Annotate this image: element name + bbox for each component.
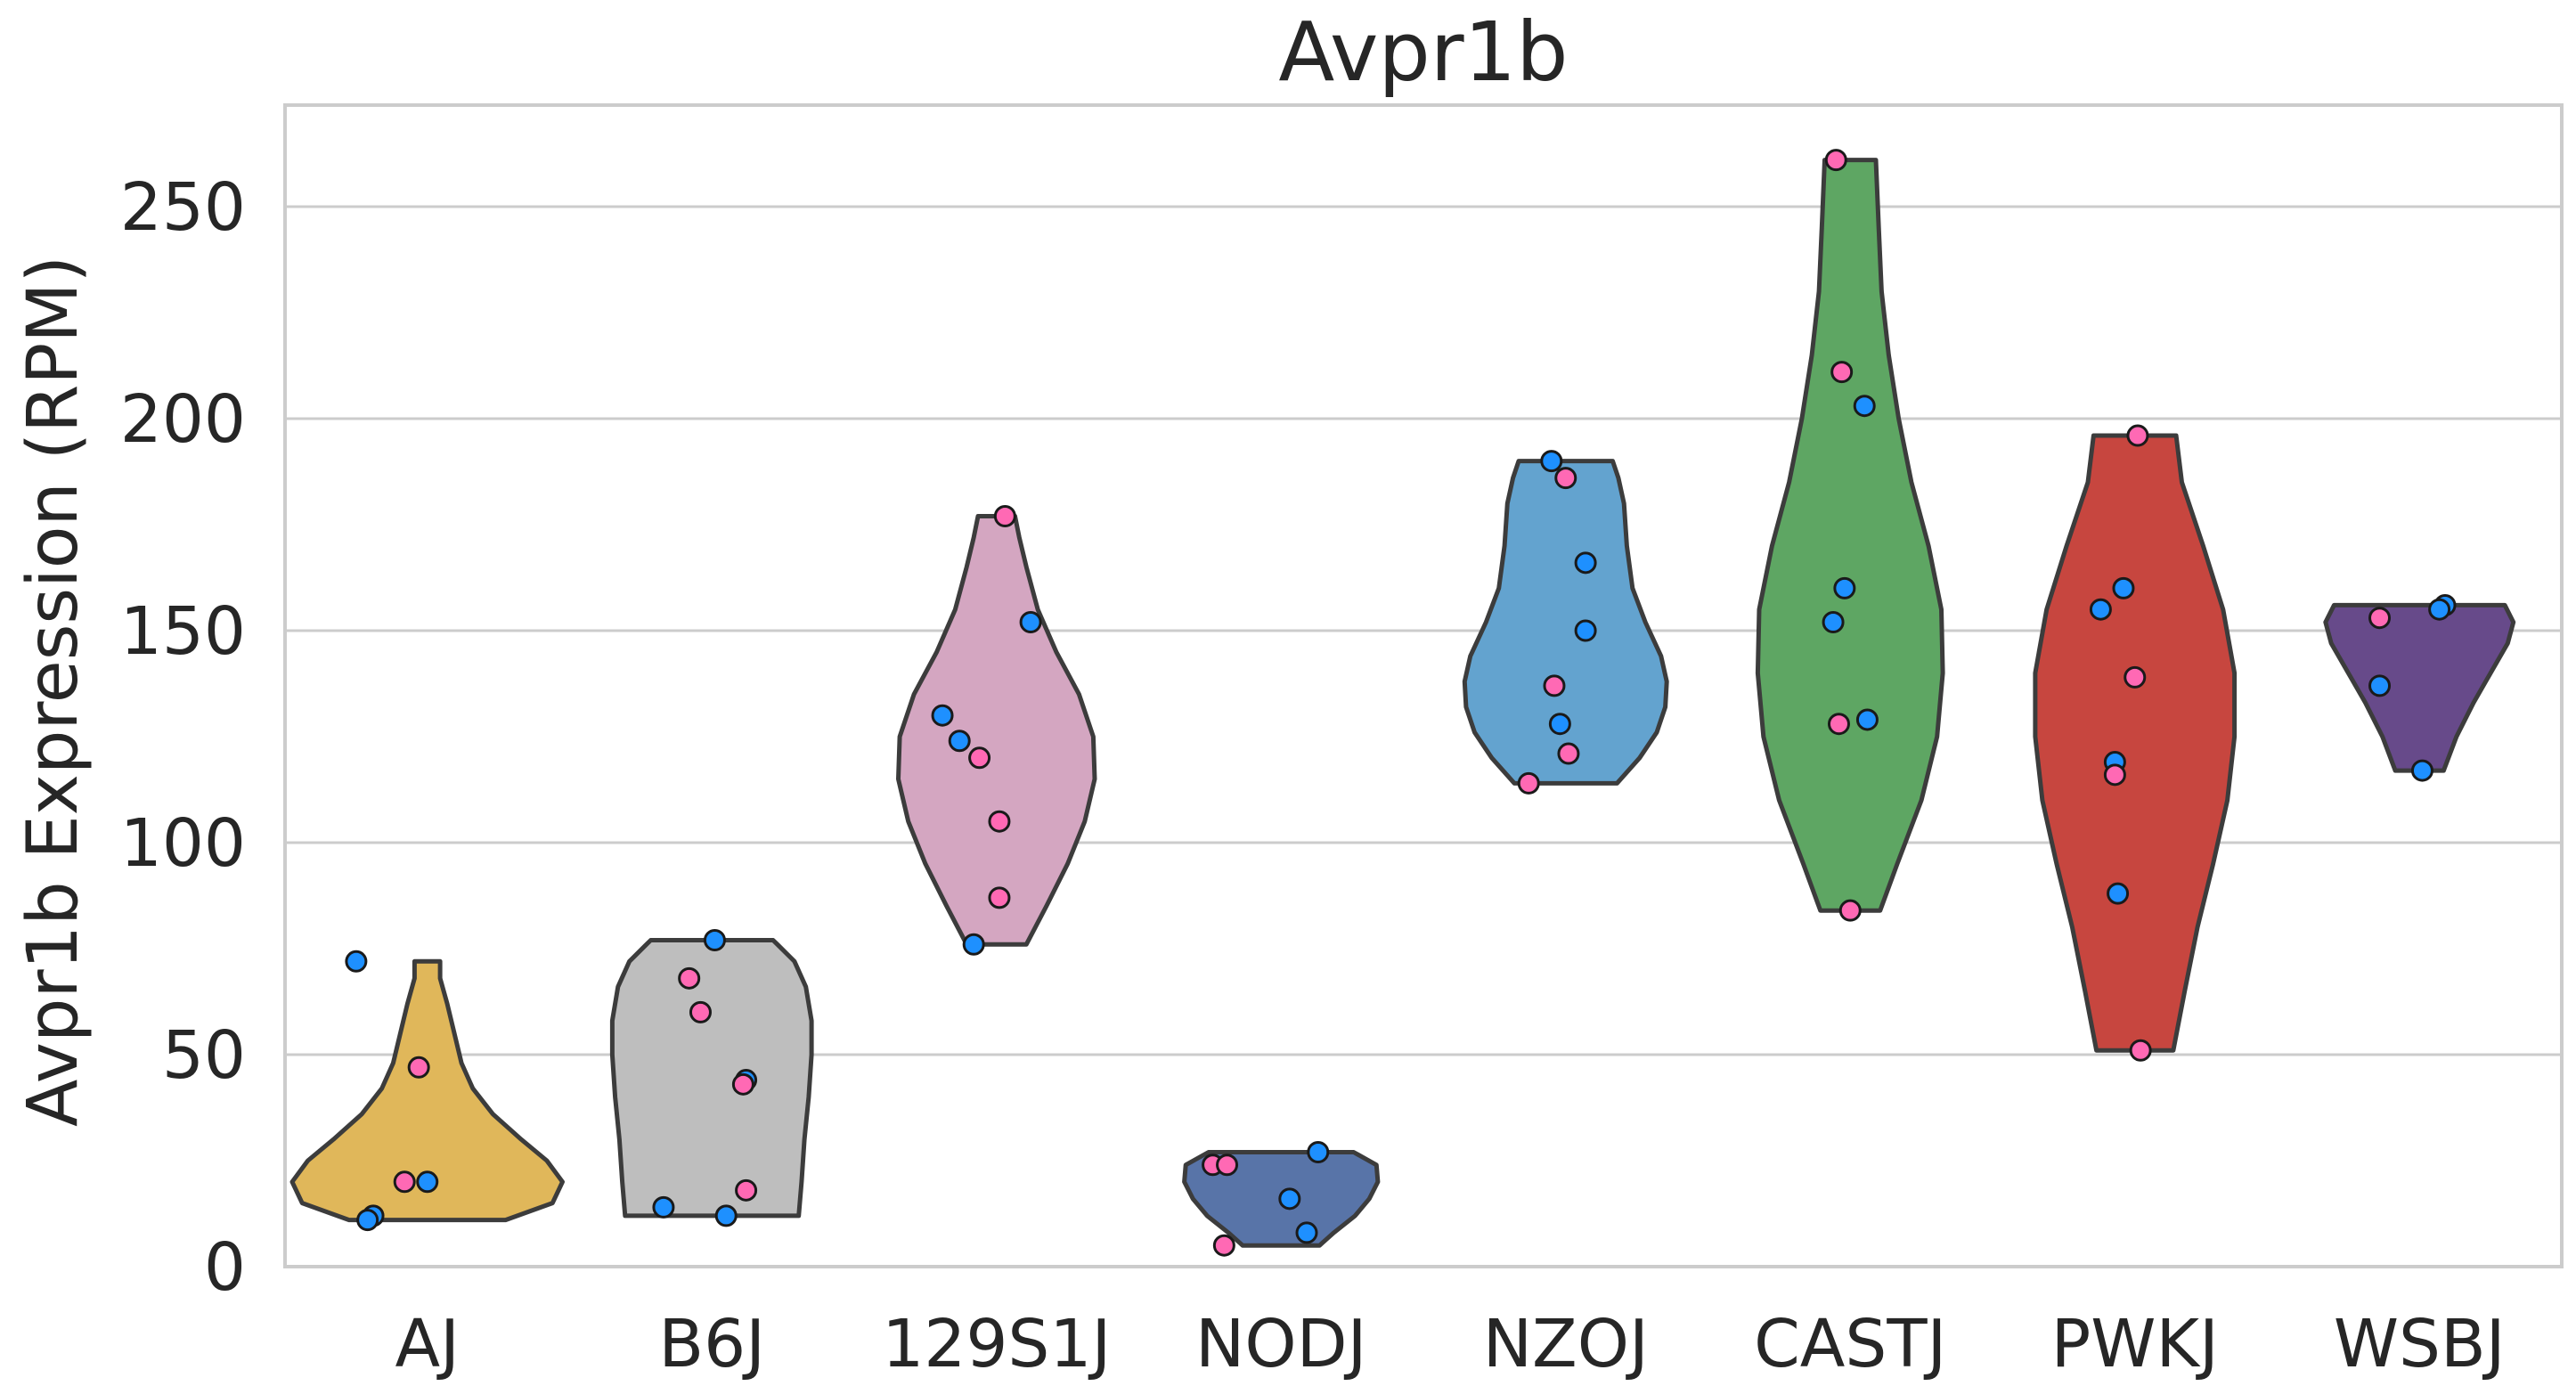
point-nzoj-8 — [1517, 771, 1540, 795]
x-tick-labels: AJ B6J 129S1J NODJ NZOJ CASTJ PWKJ WSBJ — [395, 1306, 2506, 1382]
point-b6j-5 — [731, 1072, 754, 1096]
chart-title: Avpr1b — [1278, 4, 1568, 100]
point-129s1j-1 — [993, 504, 1016, 527]
point-b6j-3 — [689, 1000, 712, 1023]
point-wsbj-5 — [2410, 759, 2433, 782]
point-nodj-5 — [1295, 1221, 1318, 1244]
point-nzoj-7 — [1557, 742, 1580, 765]
violin-nzoj — [1462, 459, 1669, 786]
point-nodj-1 — [1307, 1140, 1330, 1163]
y-tick-label-0: 0 — [204, 1229, 246, 1306]
y-tick-label-250: 250 — [120, 169, 246, 246]
point-castj-1 — [1824, 149, 1847, 172]
point-aj-6 — [356, 1209, 379, 1232]
x-tick-label-nzoj: NZOJ — [1483, 1306, 1649, 1382]
point-nzoj-4 — [1574, 619, 1597, 642]
violin-castj — [1755, 158, 1945, 913]
point-nodj-4 — [1278, 1187, 1301, 1211]
point-pwkj-8 — [2129, 1039, 2152, 1062]
violin-wsbj — [2323, 602, 2516, 773]
point-wsbj-4 — [2368, 674, 2392, 697]
point-129s1j-8 — [962, 933, 985, 956]
data-points — [345, 149, 2457, 1257]
point-b6j-6 — [735, 1178, 758, 1202]
x-tick-label-129s1j: 129S1J — [882, 1306, 1111, 1382]
point-129s1j-7 — [988, 886, 1011, 909]
point-castj-3 — [1853, 395, 1876, 418]
y-axis-label: Avpr1b Expression (RPM) — [13, 256, 94, 1127]
x-tick-label-aj: AJ — [395, 1306, 460, 1382]
point-aj-3 — [393, 1170, 416, 1194]
point-129s1j-3 — [931, 704, 954, 727]
violin-129s1j — [896, 514, 1097, 947]
point-nzoj-3 — [1574, 551, 1597, 575]
point-nzoj-1 — [1540, 450, 1563, 473]
y-tick-label-150: 150 — [120, 593, 246, 670]
point-castj-7 — [1827, 713, 1850, 736]
point-pwkj-1 — [2126, 424, 2149, 447]
y-tick-label-200: 200 — [120, 381, 246, 458]
point-pwkj-7 — [2107, 882, 2130, 905]
point-b6j-1 — [703, 928, 726, 951]
x-tick-label-b6j: B6J — [658, 1306, 765, 1382]
point-b6j-2 — [678, 966, 701, 990]
point-aj-1 — [345, 950, 368, 973]
violin-b6j — [609, 938, 814, 1219]
point-129s1j-5 — [968, 746, 991, 770]
point-castj-5 — [1822, 610, 1845, 633]
point-castj-6 — [1855, 708, 1879, 731]
point-b6j-8 — [714, 1204, 738, 1227]
point-nodj-6 — [1212, 1234, 1235, 1257]
violins — [289, 158, 2516, 1248]
y-tick-label-50: 50 — [162, 1017, 246, 1094]
point-nzoj-5 — [1543, 674, 1566, 697]
violin-pwkj — [2033, 433, 2238, 1053]
violin-aj — [289, 958, 565, 1223]
plot-frame — [283, 103, 2564, 1268]
point-nzoj-2 — [1554, 467, 1577, 490]
point-pwkj-4 — [2124, 665, 2147, 689]
point-pwkj-3 — [2089, 598, 2112, 621]
point-pwkj-2 — [2112, 576, 2135, 599]
point-129s1j-2 — [1019, 610, 1042, 633]
point-wsbj-2 — [2428, 598, 2451, 621]
point-aj-4 — [416, 1170, 439, 1194]
point-b6j-7 — [652, 1195, 675, 1219]
point-wsbj-3 — [2368, 607, 2392, 630]
x-tick-label-wsbj: WSBJ — [2334, 1306, 2506, 1382]
point-pwkj-6 — [2103, 763, 2126, 787]
point-castj-2 — [1830, 361, 1854, 384]
point-nodj-3 — [1216, 1154, 1239, 1177]
point-castj-4 — [1833, 576, 1856, 599]
y-tick-label-100: 100 — [120, 805, 246, 882]
point-129s1j-6 — [988, 810, 1011, 833]
point-castj-8 — [1838, 899, 1862, 922]
y-tick-labels: 0 50 100 150 200 250 — [120, 169, 246, 1306]
x-tick-label-nodj: NODJ — [1195, 1306, 1366, 1382]
point-129s1j-4 — [948, 730, 971, 753]
point-nzoj-6 — [1548, 713, 1571, 736]
x-tick-label-pwkj: PWKJ — [2051, 1306, 2219, 1382]
point-aj-2 — [407, 1056, 430, 1079]
x-tick-label-castj: CASTJ — [1754, 1306, 1946, 1382]
